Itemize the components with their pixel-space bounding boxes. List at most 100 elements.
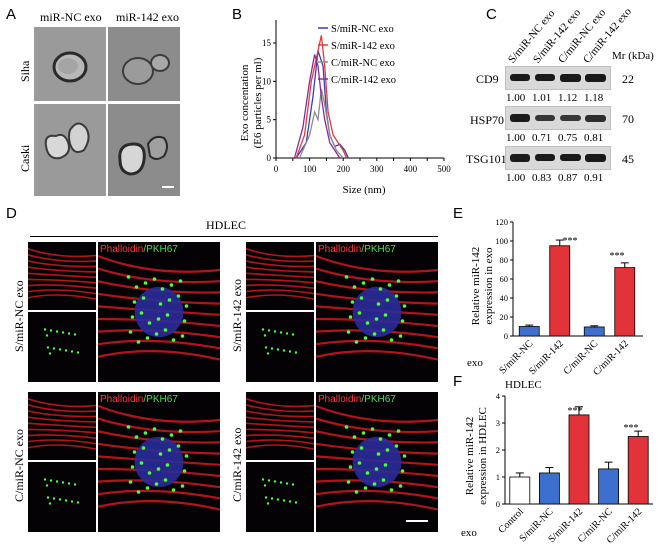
actin-fiber bbox=[316, 404, 438, 423]
pkh67-dot bbox=[363, 486, 368, 490]
legend-entry: C/miR-NC exo bbox=[331, 58, 395, 69]
microscopy-red-channel bbox=[28, 392, 96, 460]
bar bbox=[518, 326, 540, 337]
wb-band bbox=[585, 74, 606, 82]
pkh67-dot bbox=[73, 333, 77, 336]
pkh67-dot bbox=[357, 311, 362, 315]
pkh67-dot bbox=[264, 496, 268, 499]
actin-fiber bbox=[316, 350, 438, 361]
pkh67-dot bbox=[402, 454, 407, 458]
y-tick-label: 0 bbox=[267, 153, 272, 163]
tem-image-caski-nc bbox=[34, 104, 106, 196]
pkh67-dot bbox=[134, 435, 139, 439]
actin-fiber bbox=[246, 439, 314, 445]
pkh67-dot bbox=[70, 350, 74, 353]
pkh67-dot bbox=[128, 480, 133, 484]
pkh67-dot bbox=[136, 340, 141, 344]
y-tick-label: 100 bbox=[495, 236, 508, 246]
pkh67-dot bbox=[184, 304, 189, 308]
pkh67-dot bbox=[383, 313, 388, 317]
pkh67-dot bbox=[154, 332, 159, 336]
pkh67-dot bbox=[394, 294, 399, 298]
y-tick-label: 40 bbox=[500, 293, 509, 303]
wb-band bbox=[560, 154, 581, 161]
exo-row-label: exo bbox=[467, 357, 483, 369]
exosome-shape bbox=[118, 135, 168, 176]
wb-val: 0.91 bbox=[584, 172, 604, 184]
y-tick-label: 0 bbox=[504, 331, 508, 341]
cell-image bbox=[98, 254, 220, 361]
wb-band bbox=[585, 115, 606, 122]
pkh67-dot bbox=[266, 352, 270, 355]
pkh67-dot bbox=[180, 334, 185, 338]
pkh67-dot bbox=[261, 478, 265, 481]
cell-image bbox=[28, 248, 96, 300]
wb-val: 0.87 bbox=[558, 172, 578, 184]
pkh67-dot bbox=[171, 488, 176, 492]
nucleus bbox=[134, 286, 184, 338]
pkh67-dot bbox=[141, 296, 146, 300]
pkh67-dot bbox=[402, 304, 407, 308]
cell-image bbox=[261, 328, 298, 355]
x-tick-label: 400 bbox=[404, 164, 418, 174]
pkh67-dot bbox=[43, 478, 47, 481]
stain-separator: / bbox=[361, 244, 365, 255]
actin-fiber bbox=[246, 294, 314, 300]
pkh67-dot bbox=[139, 311, 144, 315]
pkh67-dot bbox=[147, 321, 152, 325]
actin-fiber bbox=[98, 417, 220, 434]
tem-col-label-142: miR-142 exo bbox=[116, 10, 179, 24]
pkh67-dot bbox=[49, 329, 53, 332]
pkh67-dot bbox=[279, 331, 283, 334]
x-tick-label: 300 bbox=[370, 164, 384, 174]
bar bbox=[539, 472, 560, 505]
pkh67-dot bbox=[43, 328, 47, 331]
pkh67-dot bbox=[348, 315, 353, 319]
pkh67-label: PKH67 bbox=[146, 394, 178, 405]
wb-val: 1.00 bbox=[506, 92, 526, 104]
panel-label-e: E bbox=[453, 205, 464, 222]
pkh67-dot bbox=[73, 483, 77, 486]
pkh67-dot bbox=[291, 483, 295, 486]
actin-fiber bbox=[28, 248, 96, 258]
exo-sig-1: *** bbox=[563, 236, 578, 247]
pkh67-dot bbox=[178, 279, 183, 283]
actin-fiber bbox=[316, 489, 438, 500]
pkh67-dot bbox=[160, 437, 165, 441]
stain-separator: / bbox=[361, 394, 365, 405]
pkh67-dot bbox=[359, 296, 364, 300]
pkh67-dot bbox=[61, 331, 65, 334]
nucleus bbox=[134, 436, 184, 488]
pkh67-dot bbox=[389, 338, 394, 342]
pkh67-dot bbox=[376, 452, 381, 456]
wb-band bbox=[535, 115, 555, 121]
y-tick-label: 10 bbox=[262, 76, 272, 86]
cell-image bbox=[43, 328, 80, 355]
pkh67-dot bbox=[387, 283, 392, 287]
pkh67-dot bbox=[400, 469, 405, 473]
bar bbox=[614, 267, 636, 337]
pkh67-dot bbox=[352, 435, 357, 439]
x-tick-label: 100 bbox=[303, 164, 317, 174]
tem-image-siha-142 bbox=[108, 27, 180, 101]
actin-fiber bbox=[28, 260, 96, 268]
actin-fiber bbox=[28, 266, 96, 273]
actin-fiber bbox=[246, 254, 314, 263]
pkh67-dot bbox=[385, 298, 390, 302]
pkh67-dot bbox=[361, 431, 366, 435]
pkh67-dot bbox=[160, 287, 165, 291]
pkh67-dot bbox=[378, 287, 383, 291]
pkh67-dot bbox=[61, 481, 65, 484]
nucleus bbox=[352, 286, 402, 338]
cell-image bbox=[246, 248, 314, 300]
exo-expression-chart: 020406080100120S/miR-NCS/miR-142C/miR-NC… bbox=[467, 217, 643, 376]
hdlec-expression-chart: 01234ControlS/miR-NCS/miR-142C/miR-NCC/m… bbox=[461, 379, 653, 544]
stain-label: Phalloidin/PKH67 bbox=[100, 244, 178, 255]
hdlec-ylabel-line1: Relative miR-142 bbox=[464, 417, 476, 496]
nta-series-line bbox=[293, 54, 341, 159]
pkh67-dot bbox=[167, 448, 172, 452]
pkh67-dot bbox=[398, 484, 403, 488]
wb-mr-cd9: 22 bbox=[622, 72, 634, 86]
pkh67-dot bbox=[163, 328, 168, 332]
actin-fiber bbox=[28, 289, 96, 295]
